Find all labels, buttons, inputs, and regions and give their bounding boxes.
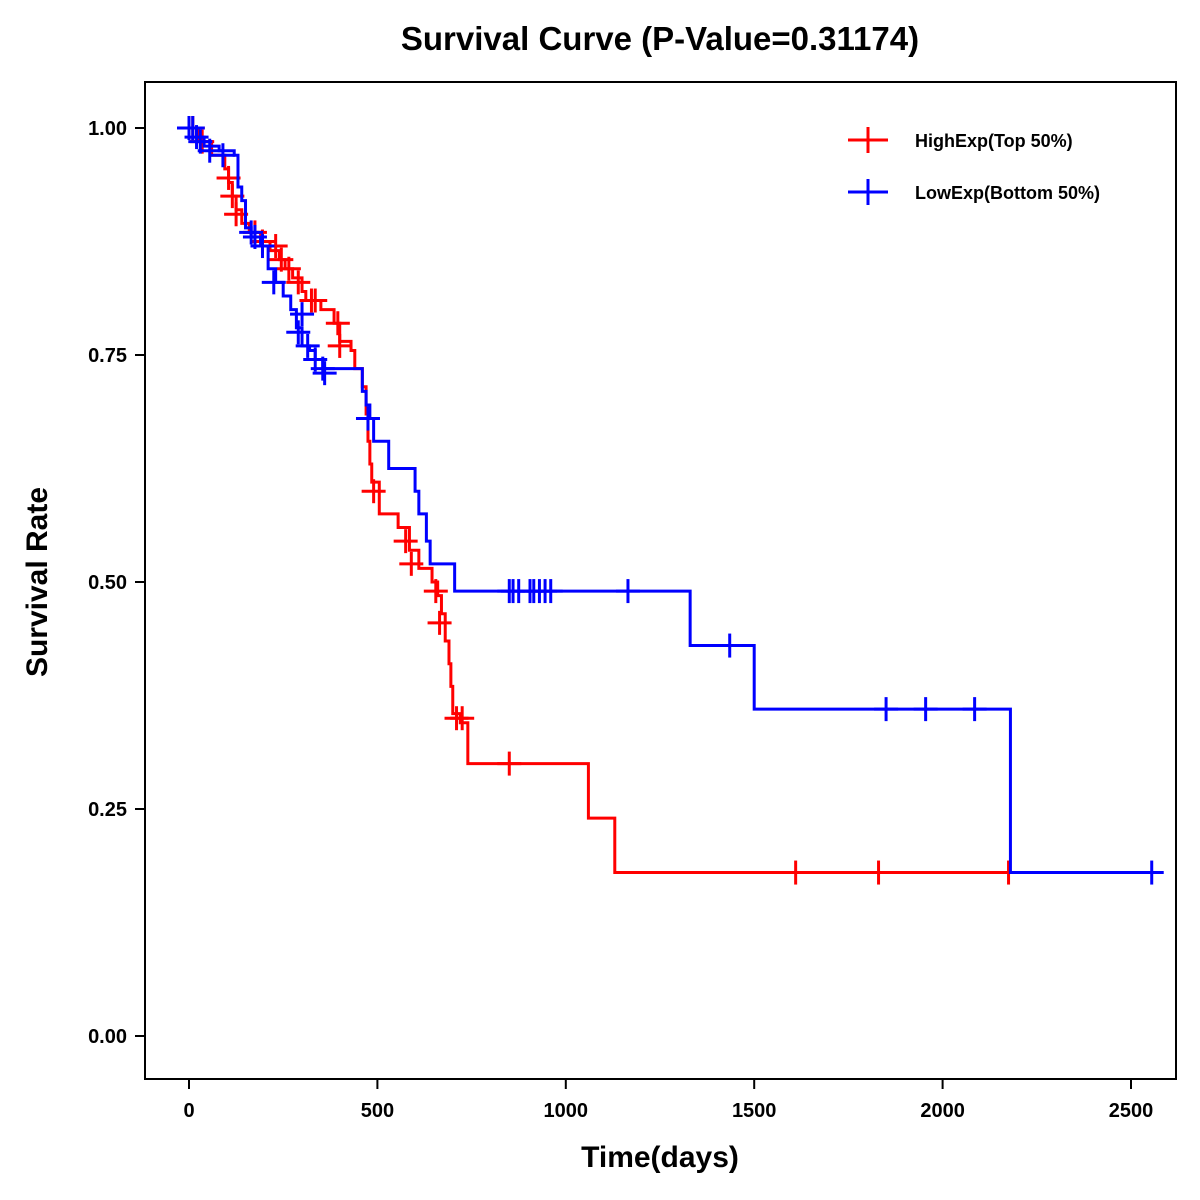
y-axis: 0.00 0.25 0.50 0.75 1.00	[88, 118, 145, 1048]
x-tick-label: 0	[183, 1100, 194, 1122]
x-tick-label: 2000	[920, 1100, 965, 1122]
x-tick-label: 500	[361, 1100, 394, 1122]
survival-step-line	[189, 126, 1011, 875]
y-tick-label: 1.00	[88, 118, 127, 140]
chart-title: Survival Curve (P-Value=0.31174)	[401, 20, 919, 57]
series-low	[177, 116, 1164, 885]
x-axis-label: Time(days)	[581, 1141, 739, 1174]
y-axis-label: Survival Rate	[21, 487, 54, 677]
series-layer	[177, 116, 1164, 885]
y-tick-label: 0.50	[88, 572, 127, 594]
x-tick-label: 2500	[1109, 1100, 1154, 1122]
y-tick-label: 0.25	[88, 799, 127, 821]
plot-frame	[144, 81, 1177, 1080]
y-tick-label: 0.75	[88, 345, 127, 367]
survival-step-line	[189, 126, 1152, 875]
x-tick-label: 1500	[732, 1100, 777, 1122]
y-tick-label: 0.00	[88, 1026, 127, 1048]
x-axis: 0 500 1000 1500 2000 2500	[183, 1079, 1153, 1122]
legend-label-high: HighExp(Top 50%)	[915, 131, 1073, 151]
series-high	[180, 116, 1021, 885]
legend: HighExp(Top 50%) LowExp(Bottom 50%)	[848, 127, 1100, 205]
legend-item-low: LowExp(Bottom 50%)	[848, 179, 1100, 205]
legend-label-low: LowExp(Bottom 50%)	[915, 183, 1100, 203]
legend-item-high: HighExp(Top 50%)	[848, 127, 1073, 153]
x-tick-label: 1000	[544, 1100, 589, 1122]
